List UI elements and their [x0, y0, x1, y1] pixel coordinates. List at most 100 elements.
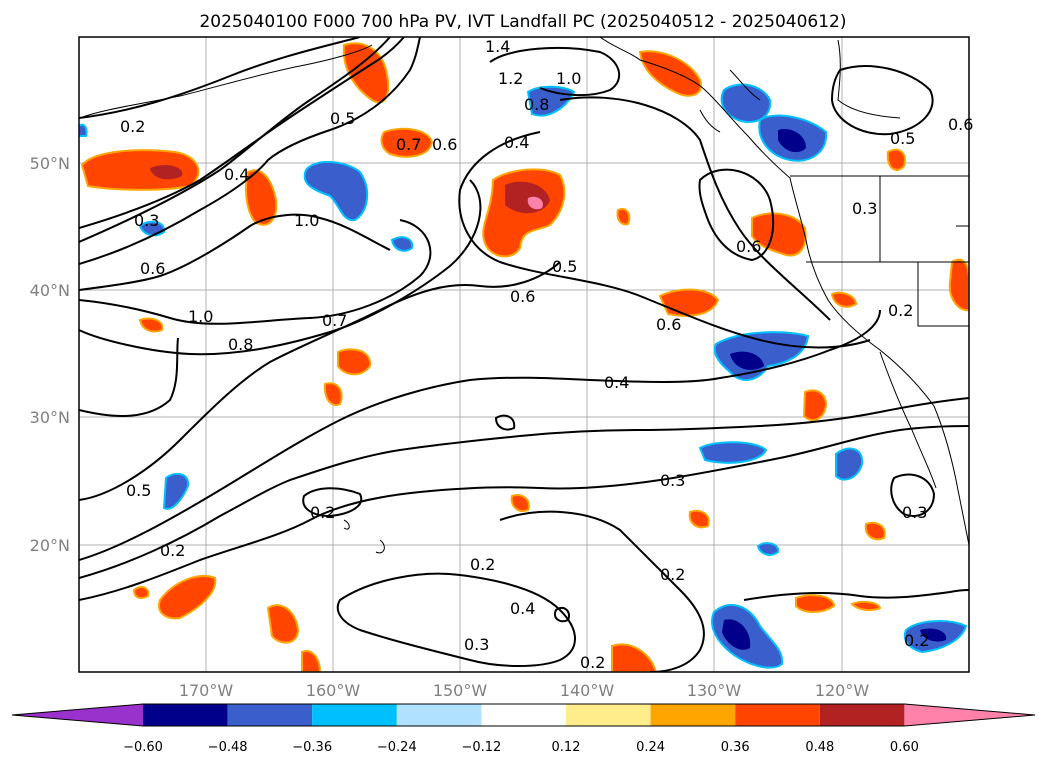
figure-title: 2025040100 F000 700 hPa PV, IVT Landfall… [199, 12, 846, 32]
anomaly-patch [245, 169, 278, 226]
contour-label: 0.6 [140, 259, 165, 278]
hawaii-islands [343, 519, 385, 554]
colorbar-tick-label: 0.36 [721, 740, 750, 755]
contour-label: 0.8 [524, 95, 549, 114]
anomaly-patch [132, 586, 150, 599]
negative-anomaly-shading [79, 83, 968, 669]
colorbar-segment [143, 704, 228, 726]
contour-label: 0.5 [330, 109, 355, 128]
contour-label: 0.2 [120, 117, 145, 136]
anomaly-patch [730, 351, 764, 370]
anomaly-patch [158, 575, 217, 620]
colorbar: −0.60 −0.48 −0.36 −0.24 −0.12 0.12 0.24 … [11, 703, 1036, 755]
contour-line [79, 425, 969, 601]
lat-label: 50°N [30, 154, 70, 173]
contour-line [559, 96, 831, 321]
state-borders [790, 175, 969, 327]
anomaly-patch [688, 509, 710, 529]
lon-label: 140°W [560, 681, 615, 700]
colorbar-tick-label: −0.36 [292, 740, 332, 755]
colorbar-tick-label: 0.48 [805, 740, 834, 755]
anomaly-patch [778, 128, 806, 153]
colorbar-extend-max [904, 704, 1035, 726]
contour-label: 0.3 [660, 471, 685, 490]
contour-line [79, 261, 561, 501]
colorbar-segment [396, 704, 482, 726]
contour-label: 0.5 [552, 257, 577, 276]
lat-label: 30°N [30, 408, 70, 427]
colorbar-tick-label: −0.12 [461, 740, 501, 755]
contour-label: 1.0 [188, 307, 213, 326]
lon-label: 120°W [815, 681, 870, 700]
lon-label: 150°W [433, 681, 488, 700]
anomaly-patch [802, 389, 828, 421]
anomaly-patch [510, 494, 530, 512]
contour-line [79, 37, 361, 119]
contour-label: 0.7 [322, 311, 347, 330]
contour-label: 0.6 [510, 287, 535, 306]
lat-label: 40°N [30, 281, 70, 300]
contour-line [79, 337, 179, 417]
contour-label: 0.8 [228, 335, 253, 354]
lat-label: 20°N [30, 536, 70, 555]
anomaly-patch [864, 521, 886, 541]
anomaly-patch [638, 50, 702, 97]
contour-line [890, 473, 936, 517]
contour-label: 1.4 [485, 37, 510, 56]
contour-label: 0.3 [134, 211, 159, 230]
anomaly-patch [835, 447, 864, 481]
anomaly-patch [850, 600, 882, 612]
anomaly-patch [886, 148, 906, 171]
colorbar-segment [650, 704, 736, 726]
contour-label: 0.6 [736, 237, 761, 256]
anomaly-patch [303, 160, 369, 222]
coastline-aleutians [79, 44, 373, 119]
lon-label: 170°W [179, 681, 234, 700]
anomaly-patch [611, 643, 658, 672]
colorbar-tick-label: 0.24 [636, 740, 665, 755]
anomaly-patch [616, 208, 631, 226]
contour-label: 0.2 [888, 301, 913, 320]
map-area [79, 37, 969, 672]
colorbar-tick-label: −0.24 [377, 740, 417, 755]
pv-contours [79, 37, 969, 672]
contour-line [499, 510, 705, 672]
colorbar-segment [566, 704, 651, 726]
contour-line [79, 309, 881, 561]
contour-line [743, 589, 969, 601]
contour-label: 0.3 [464, 635, 489, 654]
contour-label: 0.4 [510, 599, 535, 618]
anomaly-patch [380, 127, 434, 158]
colorbar-tick-labels: −0.60 −0.48 −0.36 −0.24 −0.12 0.12 0.24 … [123, 740, 919, 755]
contour-labels: 1.4 1.2 1.0 0.8 0.2 0.5 0.7 0.6 0.4 0.5 … [120, 37, 973, 672]
anomaly-patch [527, 196, 543, 210]
anomaly-patch [266, 604, 300, 644]
gridlines [79, 37, 969, 672]
anomaly-patch [830, 291, 858, 308]
anomaly-patch [795, 594, 836, 613]
anomaly-patch [722, 619, 751, 650]
colorbar-tick-label: −0.60 [123, 740, 163, 755]
contour-label: 0.3 [902, 503, 927, 522]
anomaly-patch [390, 236, 414, 252]
contour-line [79, 219, 432, 325]
contour-label: 0.2 [310, 503, 335, 522]
colorbar-segment [227, 704, 313, 726]
contour-line [830, 65, 934, 136]
contour-label: 0.6 [948, 115, 973, 134]
contour-label: 0.5 [890, 129, 915, 148]
anomaly-patch [80, 149, 200, 191]
contour-label: 0.4 [224, 165, 249, 184]
coastlines [79, 37, 969, 554]
contour-label: 0.2 [660, 565, 685, 584]
anomaly-patch [337, 348, 372, 376]
contour-line [79, 213, 391, 291]
contour-line [698, 168, 775, 262]
anomaly-patch [920, 628, 947, 642]
contour-label: 0.4 [604, 373, 629, 392]
anomaly-patch [150, 165, 183, 180]
contour-line [79, 37, 405, 229]
contour-label: 0.2 [160, 541, 185, 560]
contour-label: 1.0 [294, 211, 319, 230]
colorbar-segment [481, 704, 566, 726]
